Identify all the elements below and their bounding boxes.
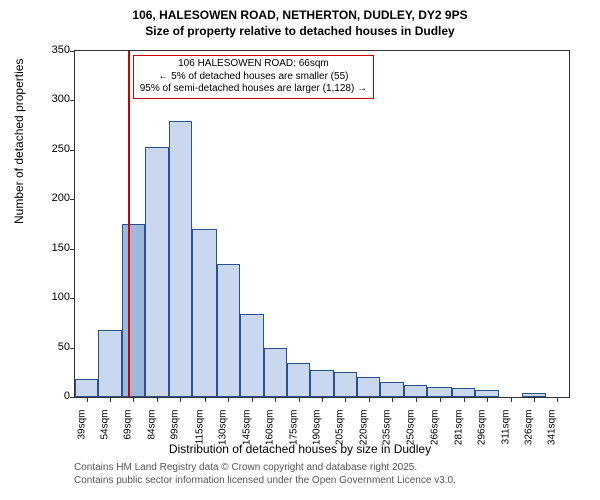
histogram-bar xyxy=(192,229,217,397)
footer-line1: Contains HM Land Registry data © Crown c… xyxy=(74,462,456,475)
y-tick xyxy=(70,51,75,52)
histogram-bar xyxy=(264,348,287,397)
x-tick-label: 205sqm xyxy=(335,410,346,450)
chart-plot-area: 106 HALESOWEN ROAD: 66sqm ← 5% of detach… xyxy=(74,50,570,398)
histogram-bar xyxy=(240,314,263,397)
x-tick-label: 235sqm xyxy=(382,410,393,450)
x-tick-label: 326sqm xyxy=(523,410,534,450)
x-tick xyxy=(180,397,181,402)
x-tick-label: 145sqm xyxy=(241,410,252,450)
histogram-bar xyxy=(452,388,475,397)
footer-attribution: Contains HM Land Registry data © Crown c… xyxy=(74,462,456,487)
x-tick xyxy=(157,397,158,402)
x-tick-label: 54sqm xyxy=(100,410,111,450)
x-tick xyxy=(345,397,346,402)
y-tick-label: 150 xyxy=(52,242,70,254)
y-tick-label: 50 xyxy=(58,341,70,353)
histogram-bar xyxy=(145,147,168,397)
marker-vline xyxy=(128,51,130,397)
chart-title: 106, HALESOWEN ROAD, NETHERTON, DUDLEY, … xyxy=(0,0,600,39)
y-tick-label: 300 xyxy=(52,93,70,105)
x-tick xyxy=(322,397,323,402)
x-tick xyxy=(534,397,535,402)
x-tick-label: 84sqm xyxy=(146,410,157,450)
title-line2: Size of property relative to detached ho… xyxy=(0,24,600,40)
x-tick-label: 99sqm xyxy=(170,410,181,450)
x-tick-label: 341sqm xyxy=(547,410,558,450)
y-tick xyxy=(70,348,75,349)
chart-container: 106, HALESOWEN ROAD, NETHERTON, DUDLEY, … xyxy=(0,0,600,500)
histogram-bar xyxy=(169,121,192,397)
histogram-bar xyxy=(475,390,498,397)
x-tick-label: 39sqm xyxy=(76,410,87,450)
y-tick xyxy=(70,100,75,101)
x-tick-label: 69sqm xyxy=(123,410,134,450)
histogram-bar xyxy=(217,264,240,397)
title-line1: 106, HALESOWEN ROAD, NETHERTON, DUDLEY, … xyxy=(0,8,600,24)
x-tick-label: 296sqm xyxy=(477,410,488,450)
x-tick xyxy=(299,397,300,402)
annotation-line2: ← 5% of detached houses are smaller (55) xyxy=(140,71,367,84)
x-tick xyxy=(464,397,465,402)
annotation-line3: 95% of semi-detached houses are larger (… xyxy=(140,83,367,96)
x-tick xyxy=(133,397,134,402)
y-tick-label: 100 xyxy=(52,291,70,303)
y-tick xyxy=(70,249,75,250)
histogram-bar xyxy=(75,379,98,397)
x-tick xyxy=(228,397,229,402)
x-tick-label: 115sqm xyxy=(195,410,206,450)
histogram-bar xyxy=(357,377,380,397)
x-tick-label: 175sqm xyxy=(288,410,299,450)
histogram-bar xyxy=(287,363,310,397)
x-tick-label: 220sqm xyxy=(358,410,369,450)
histogram-bar xyxy=(380,382,403,397)
x-tick-label: 266sqm xyxy=(430,410,441,450)
x-tick xyxy=(205,397,206,402)
histogram-bar xyxy=(404,385,427,397)
footer-line2: Contains public sector information licen… xyxy=(74,475,456,488)
x-tick xyxy=(87,397,88,402)
y-tick xyxy=(70,397,75,398)
x-tick xyxy=(252,397,253,402)
annotation-box: 106 HALESOWEN ROAD: 66sqm ← 5% of detach… xyxy=(133,55,374,99)
x-tick xyxy=(511,397,512,402)
x-tick-label: 250sqm xyxy=(405,410,416,450)
y-tick-label: 250 xyxy=(52,143,70,155)
y-tick xyxy=(70,298,75,299)
x-tick-label: 160sqm xyxy=(265,410,276,450)
histogram-bar xyxy=(427,387,452,397)
y-tick xyxy=(70,150,75,151)
x-tick xyxy=(557,397,558,402)
y-tick-label: 200 xyxy=(52,192,70,204)
annotation-line1: 106 HALESOWEN ROAD: 66sqm xyxy=(140,58,367,71)
x-tick-label: 281sqm xyxy=(453,410,464,450)
histogram-bar xyxy=(310,370,333,397)
x-tick-label: 130sqm xyxy=(218,410,229,450)
y-tick-label: 350 xyxy=(52,44,70,56)
x-tick xyxy=(392,397,393,402)
x-tick xyxy=(110,397,111,402)
histogram-bar xyxy=(334,372,357,397)
x-tick xyxy=(416,397,417,402)
y-tick xyxy=(70,199,75,200)
x-tick-label: 190sqm xyxy=(312,410,323,450)
x-tick xyxy=(487,397,488,402)
x-tick xyxy=(440,397,441,402)
x-tick xyxy=(275,397,276,402)
x-tick-label: 311sqm xyxy=(500,410,511,450)
histogram-bar xyxy=(122,224,145,397)
histogram-bar xyxy=(98,330,121,397)
y-tick-label: 0 xyxy=(64,390,70,402)
x-tick xyxy=(369,397,370,402)
y-axis-label: Number of detached properties xyxy=(12,59,26,224)
